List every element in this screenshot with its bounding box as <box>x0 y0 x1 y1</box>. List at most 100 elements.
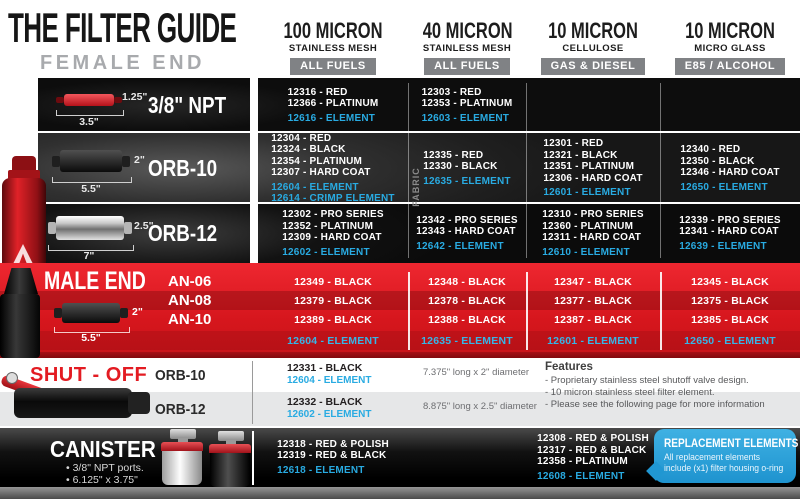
section-bottom-edge <box>0 352 800 358</box>
table-cell: 12302 - PRO SERIES 12352 - PLATINUM 1230… <box>258 204 408 263</box>
part-numbers: 12304 - RED 12324 - BLACK 12354 - PLATIN… <box>271 132 371 179</box>
part-number: 12388 - BLACK <box>428 313 506 326</box>
table-cell: 12301 - RED 12321 - BLACK 12351 - PLATIN… <box>526 133 660 204</box>
column-divider <box>526 83 527 258</box>
features-list: - Proprietary stainless steel shutoff va… <box>545 375 765 410</box>
part-numbers: 12339 - PRO SERIES 12341 - HARD COAT <box>679 214 781 238</box>
element-number: 12635 - ELEMENT <box>421 334 513 347</box>
element-numbers: 12604 - ELEMENT 12614 - CRIMP ELEMENT <box>271 181 395 205</box>
canister-product-image-silver <box>160 429 206 487</box>
page-title: THE FILTER GUIDE <box>8 4 237 51</box>
element-numbers: 12639 - ELEMENT <box>679 240 767 252</box>
label-column-divider <box>252 361 253 424</box>
female-end-section: 1.25" 3.5" 3/8" NPT 2" 5.5" ORB-10 2.5" … <box>0 78 800 339</box>
width-dimension: 5.5" <box>81 332 101 344</box>
element-numbers: 12608 - ELEMENT <box>537 470 625 482</box>
row-label-orb10: ORB-10 <box>155 367 206 384</box>
table-cell: 12310 - PRO SERIES 12360 - PLATINUM 1231… <box>526 204 660 263</box>
part-numbers: 12316 - RED 12366 - PLATINUM <box>287 86 379 110</box>
table-cell: 12342 - PRO SERIES 12343 - HARD COAT 126… <box>408 204 526 263</box>
features-heading: Features <box>545 361 593 373</box>
part-number: 12385 - BLACK <box>691 313 769 326</box>
element-numbers: 12610 - ELEMENT <box>542 246 630 258</box>
row-label-an10: AN-10 <box>168 311 212 328</box>
canister-product-image-black <box>208 431 254 487</box>
micron-rating: 40 MICRON <box>422 18 513 43</box>
column-divider <box>408 272 410 350</box>
table-cell: 12340 - RED 12350 - BLACK 12346 - HARD C… <box>660 133 800 204</box>
table-cell: 12316 - RED 12366 - PLATINUM 12616 - ELE… <box>258 78 408 133</box>
element-numbers: 12603 - ELEMENT <box>421 112 510 124</box>
part-number: 12387 - BLACK <box>554 313 632 326</box>
part-numbers: 12303 - RED 12353 - PLATINUM <box>421 86 513 110</box>
fuel-badge: ALL FUELS <box>290 58 376 75</box>
part-number: 12349 - BLACK <box>294 275 372 288</box>
fuel-badge: E85 / ALCOHOL <box>674 58 786 75</box>
size-note: 7.375" long x 2" diameter <box>423 367 530 378</box>
fuel-badge: ALL FUELS <box>424 58 510 75</box>
male-end-heading: MALE END <box>44 267 146 295</box>
row-label-an06: AN-06 <box>168 273 212 290</box>
callout-body: All replacement elements include (x1) fi… <box>664 452 784 473</box>
element-numbers: 12616 - ELEMENT <box>287 112 376 124</box>
row-label-orb12: ORB-12 <box>155 401 206 418</box>
male-end-section: MALE END AN-06 AN-08 AN-10 2" 5.5" 12349… <box>0 263 800 358</box>
part-number: 12377 - BLACK <box>554 294 632 307</box>
element-number: 12650 - ELEMENT <box>684 334 776 347</box>
row-orb10-background <box>38 133 800 204</box>
row-label-an08: AN-08 <box>168 292 212 309</box>
width-dimension: 5.5" <box>81 183 101 195</box>
canister-section: CANISTER • 3/8" NPT ports. • 6.125" x 3.… <box>0 428 800 487</box>
callout-title: REPLACEMENT ELEMENTS <box>664 436 799 450</box>
part-numbers: 12342 - PRO SERIES 12343 - HARD COAT <box>416 214 518 238</box>
part-numbers: 12301 - RED 12321 - BLACK 12351 - PLATIN… <box>543 138 643 184</box>
part-number: 12332 - BLACK <box>287 396 363 408</box>
column-divider <box>660 83 661 258</box>
media-type: MICRO GLASS <box>694 43 766 54</box>
micron-rating: 10 MICRON <box>548 18 638 43</box>
part-number: 12375 - BLACK <box>691 294 769 307</box>
orb10-filter-icon <box>52 150 130 172</box>
column-header-10-micron-microglass: 10 MICRON MICRO GLASS E85 / ALCOHOL <box>660 20 800 75</box>
orb12-filter-icon <box>48 216 132 240</box>
part-number: 12348 - BLACK <box>428 275 506 288</box>
height-dimension: 2.5" <box>134 220 154 232</box>
part-number: 12378 - BLACK <box>428 294 506 307</box>
row-label-orb10: ORB-10 <box>148 155 218 181</box>
height-dimension: 1.25" <box>122 91 148 103</box>
shut-off-section: SHUT - OFF ORB-10 ORB-12 12331 - BLACK 1… <box>0 358 800 428</box>
media-type: STAINLESS MESH <box>288 43 378 54</box>
element-numbers: 12635 - ELEMENT <box>423 175 511 187</box>
shutoff-valve-product-image <box>0 370 160 428</box>
size-note: 8.875" long x 2.5" diameter <box>423 401 537 412</box>
column-divider <box>408 83 409 258</box>
element-number: 12601 - ELEMENT <box>547 334 639 347</box>
part-numbers: 12302 - PRO SERIES 12352 - PLATINUM 1230… <box>282 209 384 243</box>
part-number: 12379 - BLACK <box>294 294 372 307</box>
width-dimension-line <box>56 110 124 116</box>
table-cell: 12308 - RED & POLISH 12317 - RED & BLACK… <box>526 428 660 487</box>
female-end-heading: FEMALE END <box>40 52 205 74</box>
element-number: 12604 - ELEMENT <box>287 375 372 386</box>
part-numbers: 12310 - PRO SERIES 12360 - PLATINUM 1231… <box>542 209 644 243</box>
column-divider <box>526 272 528 350</box>
part-numbers: 12340 - RED 12350 - BLACK 12346 - HARD C… <box>680 144 780 178</box>
canister-specs: • 3/8" NPT ports. • 6.125" x 3.75" <box>66 462 144 486</box>
table-cell: 12339 - PRO SERIES 12341 - HARD COAT 126… <box>660 204 800 263</box>
table-cell: 12304 - RED 12324 - BLACK 12354 - PLATIN… <box>258 132 408 205</box>
media-type: STAINLESS MESH <box>422 43 512 54</box>
label-column-gap <box>250 78 258 263</box>
element-number: 12604 - ELEMENT <box>287 334 379 347</box>
table-cell: 12318 - RED & POLISH 12319 - RED & BLACK… <box>258 428 408 487</box>
part-numbers: 12308 - RED & POLISH 12317 - RED & BLACK… <box>537 433 649 467</box>
width-dimension-line <box>54 327 130 333</box>
width-dimension: 3.5" <box>79 116 99 128</box>
row-orb12-background <box>38 204 800 263</box>
media-type: CELLULOSE <box>562 43 624 54</box>
row-stripe <box>0 291 800 310</box>
part-numbers: 12318 - RED & POLISH 12319 - RED & BLACK <box>277 438 389 462</box>
part-number: 12347 - BLACK <box>554 275 632 288</box>
element-numbers: 12601 - ELEMENT <box>543 187 631 199</box>
element-numbers: 12650 - ELEMENT <box>680 181 768 193</box>
male-fitting-product-image <box>0 268 42 358</box>
